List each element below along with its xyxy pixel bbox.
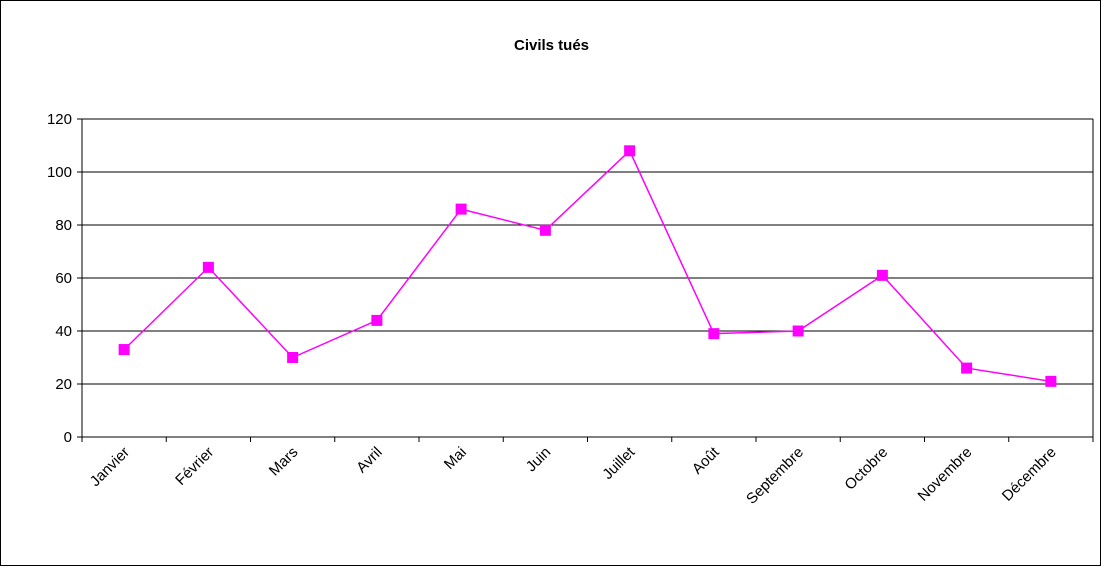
series-line-0 [123,149,1051,383]
x-tick-label-3: Avril [353,444,385,476]
x-tick-label-8: Septembre [743,444,807,508]
y-tick-label-120: 120 [47,111,72,128]
y-tick-label-100: 100 [47,164,72,181]
axes [77,118,1094,442]
data-point-octobre [876,269,888,281]
gridlines [82,118,1093,385]
data-point-juillet [624,145,636,157]
data-point-août [708,328,720,340]
data-point-novembre [961,362,973,374]
y-tick-label-60: 60 [55,270,72,287]
y-tick-label-40: 40 [55,323,72,340]
x-tick-label-6: Juillet [599,443,639,483]
x-tick-label-4: Mai [441,444,470,473]
data-point-janvier [118,344,130,356]
x-tick-label-10: Novembre [914,444,975,505]
data-point-mars [287,352,299,363]
chart-title: Civils tués [513,37,590,54]
data-point-juin [539,224,551,236]
y-tick-label-80: 80 [55,217,72,234]
x-tick-label-11: Décembre [999,444,1060,505]
x-tick-label-9: Octobre [841,444,891,494]
x-tick-label-1: Février [172,444,217,489]
x-tick-label-2: Mars [266,444,302,480]
x-tick-label-0: Janvier [87,444,133,490]
data-point-septembre [792,325,804,337]
x-tick-labels: Janvier Février Mars Avril Mai Juin Juillet Aoû… [87,443,1060,507]
data-point-avril [371,314,383,326]
y-tick-labels: 0 20 40 60 80 100 120 [47,111,72,446]
data-point-mai [455,203,467,215]
data-point-février [202,261,214,273]
series [118,145,1057,387]
x-tick-label-7: Août [689,443,723,477]
y-tick-label-20: 20 [55,376,72,393]
data-point-décembre [1045,375,1057,387]
y-tick-label-0: 0 [64,429,72,446]
x-tick-label-5: Juin [523,444,554,475]
